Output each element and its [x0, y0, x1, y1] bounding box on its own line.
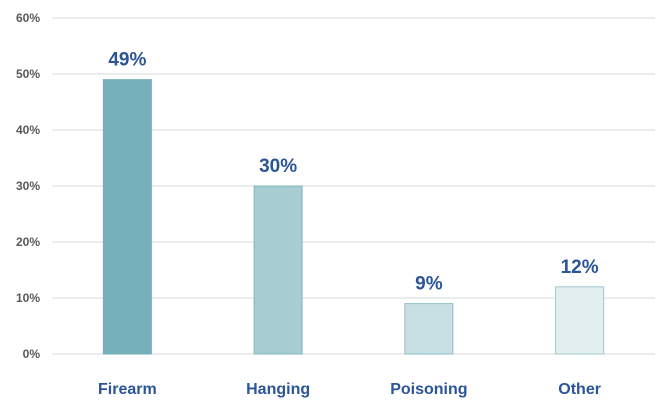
- data-label-poisoning: 9%: [415, 274, 443, 295]
- data-label-firearm: 49%: [108, 50, 146, 71]
- bar-hanging: [253, 185, 303, 355]
- y-tick-label: 50%: [16, 67, 40, 81]
- y-tick-label: 10%: [16, 291, 40, 305]
- bar-firearm: [102, 79, 152, 355]
- gridlines: [52, 17, 655, 355]
- y-tick-label: 20%: [16, 235, 40, 249]
- bars: [102, 79, 605, 355]
- category-label-hanging: Hanging: [246, 381, 310, 398]
- y-tick-label: 0%: [23, 347, 41, 361]
- bar-poisoning: [404, 303, 454, 355]
- data-labels: 49% 30% 9% 12%: [108, 50, 598, 295]
- y-tick-label: 60%: [16, 11, 40, 25]
- category-label-poisoning: Poisoning: [390, 381, 467, 398]
- y-axis-tick-labels: 0% 10% 20% 30% 40% 50% 60%: [16, 11, 40, 361]
- y-tick-label: 40%: [16, 123, 40, 137]
- x-axis-category-labels: Firearm Hanging Poisoning Other: [98, 381, 601, 398]
- category-label-firearm: Firearm: [98, 381, 157, 398]
- data-label-hanging: 30%: [259, 156, 297, 177]
- category-label-other: Other: [558, 381, 601, 398]
- y-tick-label: 30%: [16, 179, 40, 193]
- data-label-other: 12%: [561, 257, 599, 278]
- bar-other: [555, 286, 605, 355]
